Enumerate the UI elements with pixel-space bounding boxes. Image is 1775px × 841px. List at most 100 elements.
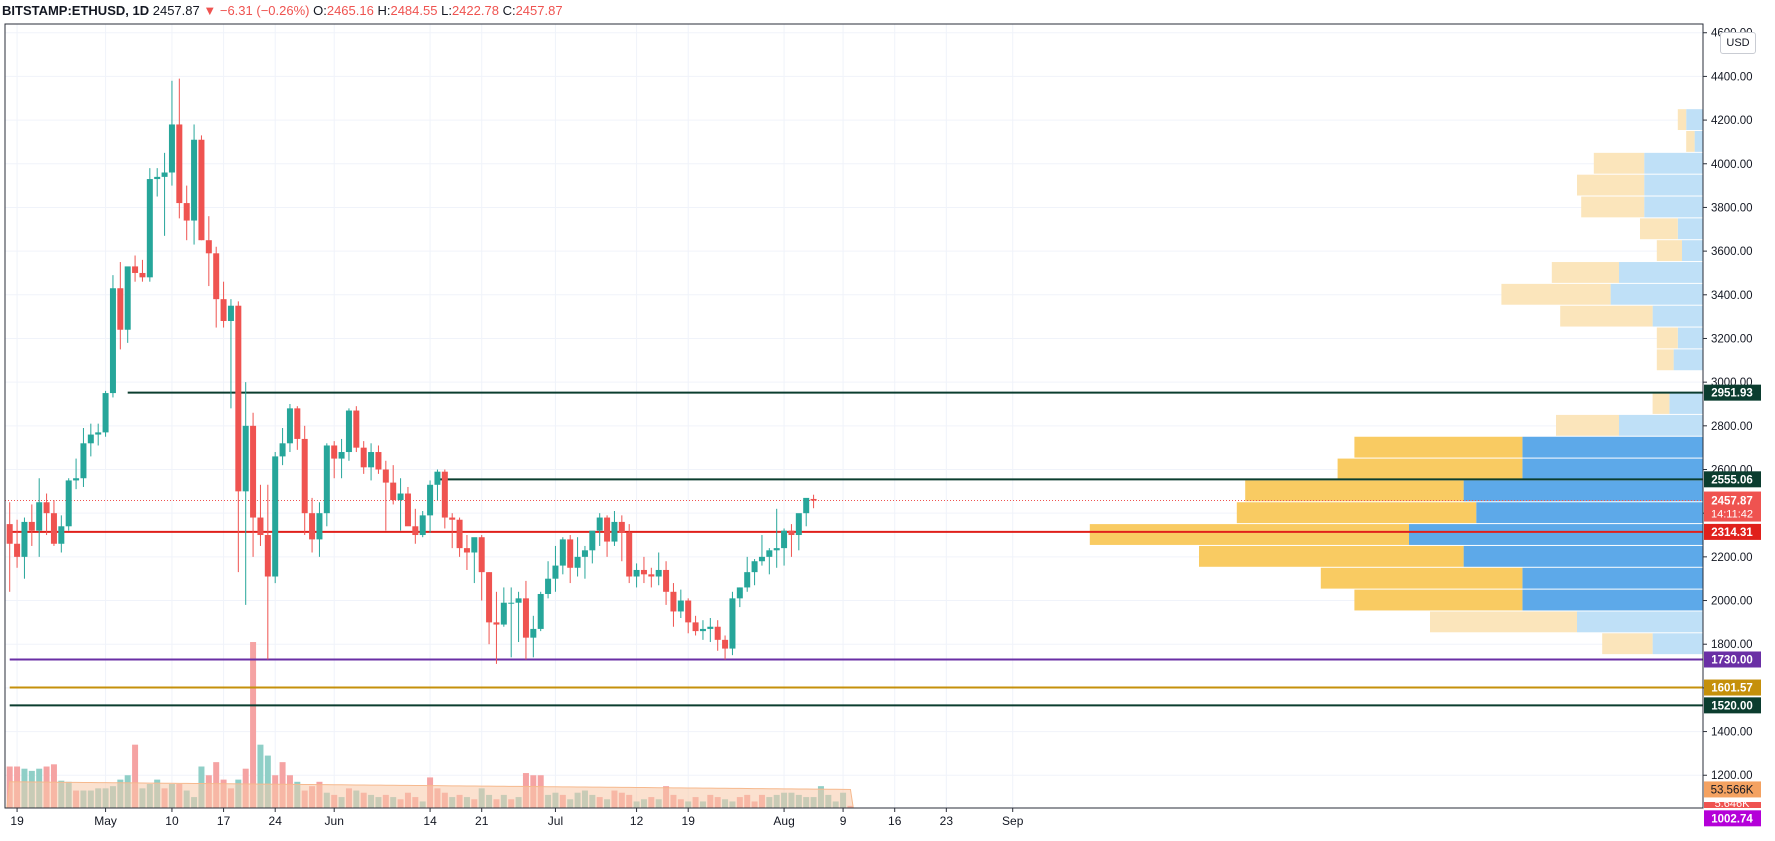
price-tick-label: 4200.00 <box>1711 115 1753 127</box>
candle-body <box>353 410 360 448</box>
candle <box>87 423 94 457</box>
grid-lines <box>5 24 1703 808</box>
candle-body <box>478 537 485 573</box>
time-tick-label: 19 <box>682 814 696 828</box>
candle <box>220 281 227 328</box>
volume-profile-down-bar <box>1089 524 1409 545</box>
candle <box>58 515 65 553</box>
candle <box>545 561 552 599</box>
price-tick-label: 3600.00 <box>1711 246 1753 258</box>
candle-body <box>633 569 640 577</box>
candle <box>537 591 544 632</box>
candle-body <box>198 139 205 241</box>
volume-profile-down-bar <box>1199 545 1464 567</box>
candle-body <box>360 447 367 468</box>
volume-last-badge: 5.646K <box>1704 798 1761 810</box>
candle <box>500 587 507 627</box>
level-badge-text: 1002.74 <box>1711 813 1753 825</box>
candle-body <box>699 628 706 632</box>
candle <box>345 408 352 461</box>
volume-profile-down-bar <box>1593 152 1645 174</box>
candle-body <box>191 139 198 221</box>
candle <box>699 620 706 640</box>
level-badge-text: 1520.00 <box>1711 700 1753 712</box>
candle <box>427 480 434 533</box>
candle-body <box>6 524 13 544</box>
volume-profile-up-bar <box>1522 458 1703 480</box>
candle-body <box>648 574 655 577</box>
candle-body <box>714 626 721 640</box>
candle-body <box>345 410 352 453</box>
candle <box>227 299 234 409</box>
candle <box>272 452 279 584</box>
candle-body <box>655 569 662 577</box>
candle <box>766 548 773 575</box>
volume-profile-down-bar <box>1602 633 1653 655</box>
candle-body <box>161 172 168 177</box>
volume-profile-up-bar <box>1522 567 1703 589</box>
candle-body <box>154 176 161 180</box>
price-tick-label: 3200.00 <box>1711 333 1753 345</box>
candle <box>309 497 316 553</box>
volume-profile-up-bar <box>1522 589 1703 611</box>
candle <box>161 152 168 236</box>
candle <box>353 406 360 453</box>
volume-profile-down-bar <box>1656 240 1682 262</box>
price-tick-label: 4400.00 <box>1711 71 1753 83</box>
high-label: H: <box>377 3 391 18</box>
candle <box>250 412 257 557</box>
volume-profile-down-bar <box>1577 174 1645 196</box>
time-axis: 19 May 10 17 24 Jun 14 21 Jul 12 19 Aug 9 16 23 Sep <box>10 808 1024 828</box>
volume-profile-up-bar <box>1522 436 1703 458</box>
candle-body <box>581 550 588 557</box>
candle-body <box>515 598 522 603</box>
level-badge-text: 1730.00 <box>1711 654 1753 666</box>
candle-body <box>36 502 43 531</box>
candle-body <box>803 497 810 514</box>
candle-body <box>176 124 183 204</box>
currency-badge[interactable]: USD <box>1720 32 1756 54</box>
candle <box>28 504 35 546</box>
candle-body <box>685 600 692 623</box>
candle-body <box>109 288 116 394</box>
candle <box>640 556 647 584</box>
candle-body <box>434 471 441 485</box>
volume-profile-down-bar <box>1556 414 1619 436</box>
candle-body <box>788 530 795 536</box>
candle <box>257 484 264 546</box>
level-badge-bg <box>1704 471 1761 488</box>
candle <box>596 513 603 546</box>
candle-body <box>213 253 220 300</box>
candle-body <box>250 425 257 518</box>
time-tick-label: 9 <box>840 814 847 828</box>
candle <box>80 428 87 487</box>
time-tick-label: Jul <box>548 814 563 828</box>
candle <box>368 443 375 481</box>
volume-profile-down-bar <box>1551 262 1619 283</box>
candle <box>205 216 212 287</box>
candle <box>663 561 670 605</box>
down-arrow-icon: ▼ <box>203 3 217 18</box>
candle-body <box>471 537 478 553</box>
candle <box>626 524 633 584</box>
volume-profile-up-bar <box>1577 611 1703 633</box>
candle <box>581 545 588 579</box>
candle <box>419 510 426 538</box>
candle <box>736 587 743 608</box>
candle-body <box>707 626 714 629</box>
volume-profile-up-bar <box>1669 393 1703 414</box>
candle-body <box>640 569 647 575</box>
volume-profile-up-bar <box>1677 327 1703 349</box>
candle-body <box>205 240 212 254</box>
candle-body <box>220 299 227 322</box>
candle-body <box>382 469 389 483</box>
level-badge-text: 2951.93 <box>1711 388 1753 400</box>
candle-body <box>309 513 316 540</box>
candle <box>242 382 249 605</box>
candle-body <box>87 434 94 444</box>
volume-profile-up-bar <box>1652 633 1703 655</box>
level-badge-bg <box>1704 523 1761 540</box>
candle <box>633 563 640 588</box>
volume-profile-up-bar <box>1463 545 1703 567</box>
